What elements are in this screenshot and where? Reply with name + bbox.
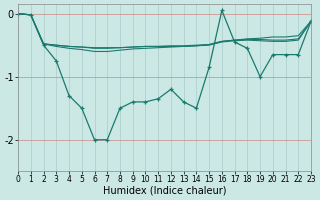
X-axis label: Humidex (Indice chaleur): Humidex (Indice chaleur) (103, 186, 226, 196)
